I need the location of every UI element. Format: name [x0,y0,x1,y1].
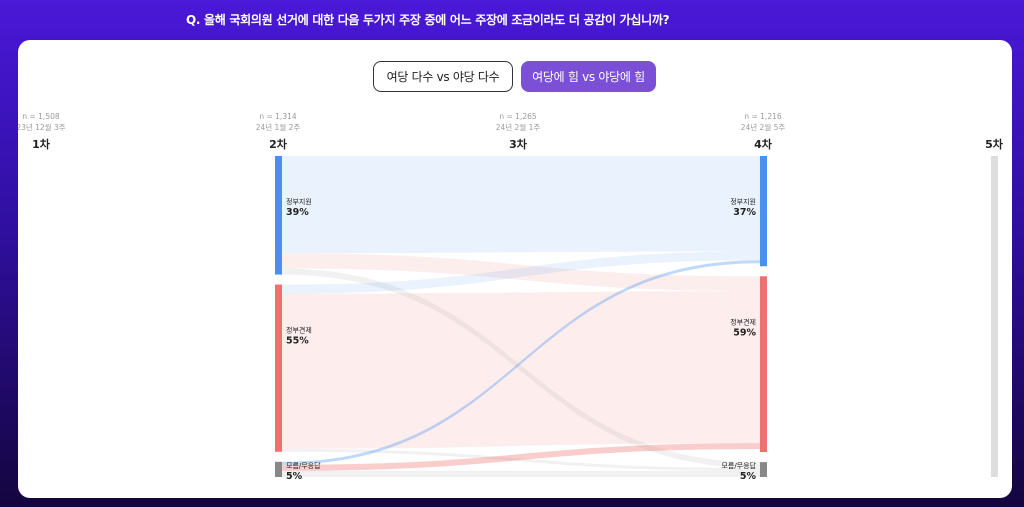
question-title: Q. 올해 국회의원 선거에 대한 다음 두가지 주장 중에 어느 주장에 조금… [186,13,670,27]
node-left-0-value: 39% [286,207,309,218]
flow-정부견제-to-모름/무응답[interactable] [282,448,760,472]
stage-date: 23년 12월 3주 [18,123,66,132]
node-left-2-name: 모름/무응답 [286,461,321,470]
node-left-1[interactable] [275,284,282,452]
sankey-chart: 정부지원39%정부견제55%모름/무응답5%정부지원37%정부견제59%모름/무… [275,156,998,482]
toggle-majority-button[interactable]: 여당 다수 vs 야당 다수 [373,61,513,92]
toggle-power-button[interactable]: 여당에 힘 vs 야당에 힘 [521,61,656,92]
stage-label-4[interactable]: 4차 [754,138,772,151]
node-left-0-name: 정부지원 [286,197,312,206]
node-right-1-name: 정부견제 [730,317,756,326]
stage-date: 24년 2월 5주 [740,123,786,132]
chart-card: 여당 다수 vs 야당 다수 여당에 힘 vs 야당에 힘 n = 1,508 2… [18,40,1012,498]
stage-date: 24년 2월 1주 [495,123,541,132]
node-left-2[interactable] [275,461,282,477]
stage-label-3[interactable]: 3차 [509,138,527,151]
node-left-1-name: 정부견제 [286,326,312,335]
node-right-0[interactable] [760,156,767,267]
stage-label-5[interactable]: 5차 [985,138,1003,151]
stage-meta-4: n = 1,216 24년 2월 5주 [718,111,808,133]
node-right-1-value: 59% [733,327,756,338]
flow-정부지원-to-정부견제[interactable] [282,253,760,292]
stage-meta-3: n = 1,265 24년 2월 1주 [473,111,563,133]
node-left-2-value: 5% [286,471,303,482]
stage-sample-size: n = 1,508 [22,112,60,121]
stage-date: 24년 1월 2주 [255,123,301,132]
node-right-2[interactable] [760,462,767,477]
stage-meta-1: n = 1,508 23년 12월 3주 [18,111,86,133]
stage-meta-2: n = 1,314 24년 1월 2주 [233,111,323,133]
stage-sample-size: n = 1,265 [499,112,537,121]
node-left-1-value: 55% [286,336,309,347]
flow-모름/무응답-to-정부지원[interactable] [282,260,760,465]
stage-label-1[interactable]: 1차 [32,138,50,151]
stage-sample-size: n = 1,314 [259,112,297,121]
node-right-0-name: 정부지원 [730,197,756,206]
node-right-0-value: 37% [733,207,756,218]
node-left-0[interactable] [275,156,282,275]
stage-5-empty-bar [991,156,998,477]
flow-정부견제-to-정부지원[interactable] [282,251,760,294]
flow-모름/무응답-to-정부견제[interactable] [282,443,760,471]
flow-정부견제-to-정부견제[interactable] [282,291,760,449]
flow-정부지원-to-정부지원[interactable] [282,156,760,254]
node-right-1[interactable] [760,276,767,453]
node-right-2-name: 모름/무응답 [721,461,756,470]
stage-sample-size: n = 1,216 [744,112,782,121]
node-right-2-value: 5% [740,471,757,482]
flow-모름/무응답-to-모름/무응답[interactable] [282,470,760,477]
flow-정부지원-to-모름/무응답[interactable] [282,268,760,469]
stage-label-2[interactable]: 2차 [269,138,287,151]
